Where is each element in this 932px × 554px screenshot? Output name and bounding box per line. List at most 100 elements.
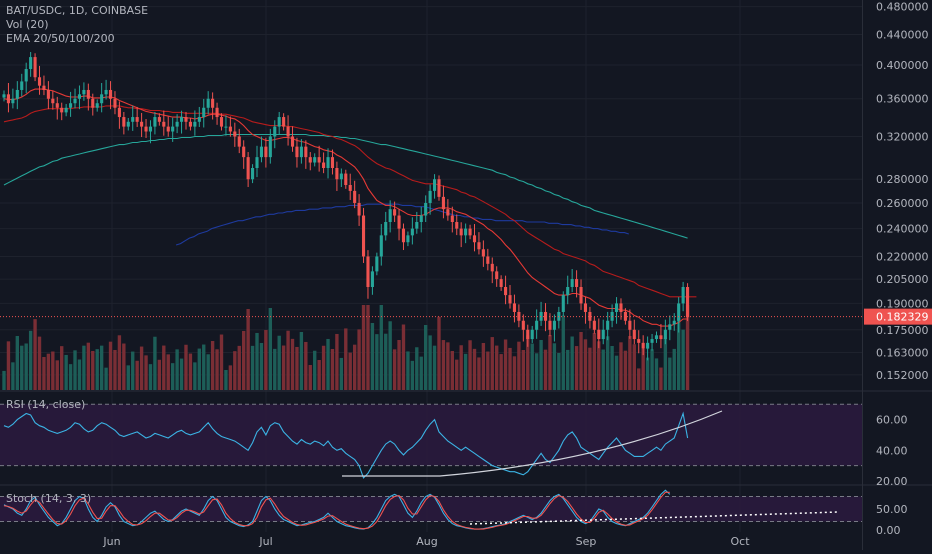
time-tick-1: Jul <box>258 535 272 548</box>
volume-bar-58 <box>259 343 264 390</box>
candle-body-58 <box>259 146 263 158</box>
price-tick-8: 0.220000 <box>876 250 929 263</box>
volume-bar-11 <box>51 351 55 390</box>
volume-bar-14 <box>64 354 68 390</box>
volume-bar-24 <box>108 341 113 390</box>
candle-body-37 <box>166 126 170 132</box>
candle-body-120 <box>535 320 539 330</box>
candle-body-78 <box>348 185 352 191</box>
candle-body-66 <box>295 146 299 158</box>
volume-bar-63 <box>281 345 286 390</box>
candle-body-55 <box>246 157 250 180</box>
candle-body-5 <box>24 69 28 82</box>
volume-bar-133 <box>592 333 597 390</box>
volume-bar-149 <box>663 337 668 390</box>
volume-bar-106 <box>472 348 477 390</box>
price-tick-6: 0.260000 <box>876 197 929 210</box>
candle-body-116 <box>517 311 521 321</box>
volume-bar-27 <box>122 343 126 390</box>
volume-bar-131 <box>583 339 588 390</box>
candle-body-41 <box>184 117 188 122</box>
candle-body-84 <box>375 256 379 272</box>
candle-body-32 <box>144 126 148 132</box>
volume-bar-35 <box>157 359 162 390</box>
candle-body-143 <box>637 339 641 343</box>
candle-body-94 <box>419 215 423 223</box>
volume-bar-26 <box>117 335 122 390</box>
candle-body-39 <box>175 121 179 127</box>
candle-body-68 <box>304 146 308 158</box>
volume-bar-61 <box>273 348 277 390</box>
candle-body-0 <box>2 94 6 98</box>
ema100-line <box>175 203 629 246</box>
volume-bar-44 <box>197 348 201 390</box>
volume-bar-6 <box>28 330 33 390</box>
candle-body-86 <box>384 222 388 236</box>
volume-bar-102 <box>455 359 459 390</box>
candle-body-25 <box>113 98 117 108</box>
volume-bar-111 <box>495 345 499 390</box>
volume-bar-116 <box>517 341 521 390</box>
candle-body-103 <box>459 228 463 236</box>
candle-body-6 <box>29 57 33 70</box>
volume-bar-117 <box>521 350 526 390</box>
candle-body-117 <box>521 320 525 330</box>
volume-bar-42 <box>188 353 193 390</box>
candle-body-29 <box>131 117 135 122</box>
volume-bar-20 <box>91 351 95 390</box>
volume-bar-59 <box>264 329 268 390</box>
candle-body-92 <box>410 228 414 236</box>
candle-body-138 <box>614 303 619 312</box>
volume-bar-17 <box>77 359 82 390</box>
candle-body-30 <box>135 117 139 122</box>
volume-bar-67 <box>299 332 304 390</box>
candle-body-90 <box>401 228 406 243</box>
volume-bar-46 <box>206 354 210 390</box>
candle-body-72 <box>322 162 326 168</box>
volume-bar-50 <box>224 370 228 390</box>
candle-body-88 <box>393 209 397 216</box>
candle-body-126 <box>561 295 565 312</box>
candle-body-22 <box>100 94 104 104</box>
volume-bar-79 <box>352 344 357 390</box>
volume-bar-78 <box>348 352 352 390</box>
volume-bar-88 <box>392 349 397 390</box>
volume-legend: Vol (20) <box>6 18 49 31</box>
stoch-panel: 50.00 0.00 <box>0 489 908 537</box>
candle-body-40 <box>179 117 184 122</box>
candle-body-15 <box>69 103 73 108</box>
candle-body-48 <box>215 107 219 118</box>
candle-body-73 <box>326 157 330 168</box>
volume-bar-13 <box>60 346 64 390</box>
stoch-k-line <box>3 489 671 530</box>
candle-body-100 <box>446 209 450 216</box>
candle-body-1 <box>6 94 10 104</box>
volume-bar-120 <box>534 353 539 390</box>
volume-bar-3 <box>15 336 20 390</box>
price-tick-2: 0.400000 <box>876 59 929 72</box>
candle-body-111 <box>495 271 499 280</box>
stoch-trendline <box>469 511 839 525</box>
volume-bar-153 <box>681 329 685 390</box>
volume-bar-55 <box>246 309 250 390</box>
volume-bar-2 <box>11 362 15 390</box>
candle-body-24 <box>108 89 113 99</box>
volume-bar-115 <box>512 356 517 390</box>
stoch-d-line <box>3 491 670 530</box>
candle-body-4 <box>20 81 24 90</box>
candle-body-114 <box>508 295 512 304</box>
candle-body-8 <box>37 77 42 86</box>
volume-bar-47 <box>210 341 215 390</box>
volume-bar-141 <box>628 336 632 390</box>
volume-bar-43 <box>193 362 197 390</box>
volume-bar-112 <box>499 354 503 390</box>
candle-body-71 <box>317 157 321 163</box>
volume-bar-148 <box>659 367 663 390</box>
volume-bar-135 <box>601 349 605 390</box>
candle-body-82 <box>366 256 370 288</box>
candle-body-129 <box>575 279 579 288</box>
ema-lines <box>3 88 697 327</box>
volume-bar-128 <box>570 336 574 390</box>
